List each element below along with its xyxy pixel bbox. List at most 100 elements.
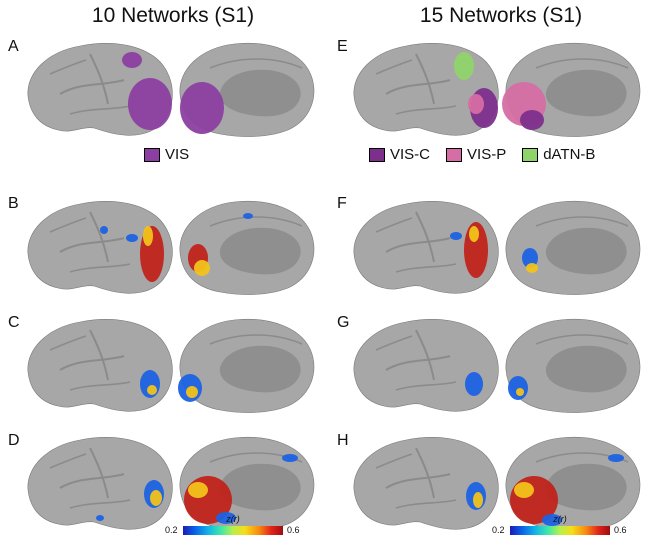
- activation-medial-d-1: [188, 482, 208, 498]
- colorbar-left-min: 0.2: [165, 525, 178, 535]
- panel-d-brains: [20, 428, 320, 540]
- brain-pair-svg: [27, 318, 315, 413]
- legend-item-vis: VIS: [144, 146, 189, 163]
- activation-lateral-f-1: [469, 226, 479, 242]
- panel-a-brains: [20, 34, 320, 146]
- colorbar-right-max: 0.6: [614, 525, 627, 535]
- lateral-sulcus-2: [415, 53, 435, 105]
- panel-c-brains: [20, 310, 320, 422]
- lateral-sulcus-1: [59, 355, 125, 371]
- panel-label-b: B: [8, 195, 19, 212]
- medial-wall: [545, 69, 627, 117]
- lateral-sulcus-3: [375, 453, 413, 469]
- lateral-sulcus-1: [385, 473, 451, 489]
- activation-medial-d-3: [282, 454, 298, 462]
- lateral-sulcus-4: [395, 499, 457, 509]
- panel-label-e: E: [337, 38, 348, 55]
- legend-swatch-vis: [144, 147, 160, 162]
- lateral-sulcus-1: [385, 237, 451, 253]
- lateral-sulcus-4: [69, 381, 131, 391]
- panel-h-brains: [346, 428, 646, 540]
- lateral-sulcus-2: [415, 447, 435, 499]
- lateral-sulcus-2: [89, 211, 109, 263]
- medial-wall: [545, 463, 627, 511]
- legend-item-datn-b: dATN-B: [522, 146, 595, 163]
- lateral-sulcus-3: [375, 59, 413, 75]
- activation-lateral-b-2: [126, 234, 138, 242]
- medial-sulcus: [535, 216, 629, 227]
- panel-label-h: H: [337, 432, 349, 449]
- legend-label-datn-b: dATN-B: [543, 146, 596, 163]
- lateral-sulcus-2: [415, 211, 435, 263]
- lateral-sulcus-2: [415, 329, 435, 381]
- brain-pair-svg: [353, 200, 641, 295]
- lateral-sulcus-3: [49, 59, 87, 75]
- activation-medial-a-0: [180, 82, 224, 134]
- lateral-sulcus-1: [59, 473, 125, 489]
- activation-medial-d-2: [216, 512, 236, 524]
- lateral-hemisphere: [353, 201, 499, 294]
- colorbar-left-max: 0.6: [287, 525, 300, 535]
- activation-medial-b-1: [194, 260, 210, 276]
- medial-wall: [219, 227, 301, 275]
- activation-medial-g-0: [508, 376, 528, 400]
- lateral-sulcus-1: [59, 237, 125, 253]
- activation-medial-c-1: [186, 386, 198, 398]
- medial-wall: [219, 345, 301, 393]
- brain-pair-svg: [27, 436, 315, 531]
- activation-lateral-h-1: [473, 492, 483, 508]
- lateral-sulcus-2: [89, 447, 109, 499]
- colorbar-right: z(r) 0.2 0.6: [492, 514, 627, 542]
- lateral-sulcus-3: [49, 335, 87, 351]
- brain-pair-svg: [27, 200, 315, 295]
- legend-swatch-datn-b: [522, 147, 539, 162]
- lateral-hemisphere: [27, 319, 173, 412]
- lateral-hemisphere: [27, 437, 173, 530]
- colorbar-right-min: 0.2: [492, 525, 505, 535]
- legend-right: VIS-C VIS-P dATN-B: [369, 146, 605, 163]
- lateral-sulcus-4: [69, 499, 131, 509]
- activation-medial-h-2: [542, 514, 562, 526]
- activation-medial-f-1: [526, 263, 538, 273]
- activation-medial-f-0: [522, 248, 538, 268]
- activation-medial-g-1: [516, 388, 524, 396]
- lateral-sulcus-2: [89, 53, 109, 105]
- colorbar-right-gradient: [510, 526, 610, 535]
- activation-medial-b-2: [243, 213, 253, 219]
- lateral-sulcus-2: [89, 329, 109, 381]
- medial-wall: [219, 463, 301, 511]
- colorbar-right-label: z(r): [553, 514, 567, 524]
- medial-sulcus: [209, 216, 303, 227]
- activation-lateral-b-3: [100, 226, 108, 234]
- legend-item-vis-p: VIS-P: [446, 146, 506, 163]
- colorbar-left: z(r) 0.2 0.6: [165, 514, 300, 542]
- activation-lateral-b-1: [143, 226, 153, 246]
- legend-label-vis-c: VIS-C: [390, 146, 431, 163]
- lateral-hemisphere: [27, 201, 173, 294]
- medial-sulcus: [535, 334, 629, 345]
- panel-label-a: A: [8, 38, 19, 55]
- medial-wall: [545, 227, 627, 275]
- panel-f-brains: [346, 192, 646, 304]
- brain-pair-svg: [353, 42, 641, 137]
- panel-label-d: D: [8, 432, 20, 449]
- lateral-sulcus-3: [49, 453, 87, 469]
- lateral-sulcus-3: [375, 217, 413, 233]
- panel-e-brains: [346, 34, 646, 146]
- legend-left: VIS: [144, 146, 199, 163]
- medial-sulcus: [535, 58, 629, 69]
- activation-lateral-f-2: [450, 232, 462, 240]
- lateral-sulcus-1: [385, 79, 451, 95]
- legend-swatch-vis-p: [446, 147, 463, 162]
- medial-sulcus: [209, 334, 303, 345]
- brain-pair-svg: [27, 42, 315, 137]
- panel-g-brains: [346, 310, 646, 422]
- medial-sulcus: [209, 58, 303, 69]
- legend-label-vis: VIS: [165, 146, 190, 163]
- panel-b-brains: [20, 192, 320, 304]
- activation-lateral-a-0: [128, 78, 172, 130]
- panel-label-c: C: [8, 314, 20, 331]
- activation-lateral-g-0: [465, 372, 483, 396]
- lateral-sulcus-3: [49, 217, 87, 233]
- lateral-sulcus-4: [69, 105, 131, 115]
